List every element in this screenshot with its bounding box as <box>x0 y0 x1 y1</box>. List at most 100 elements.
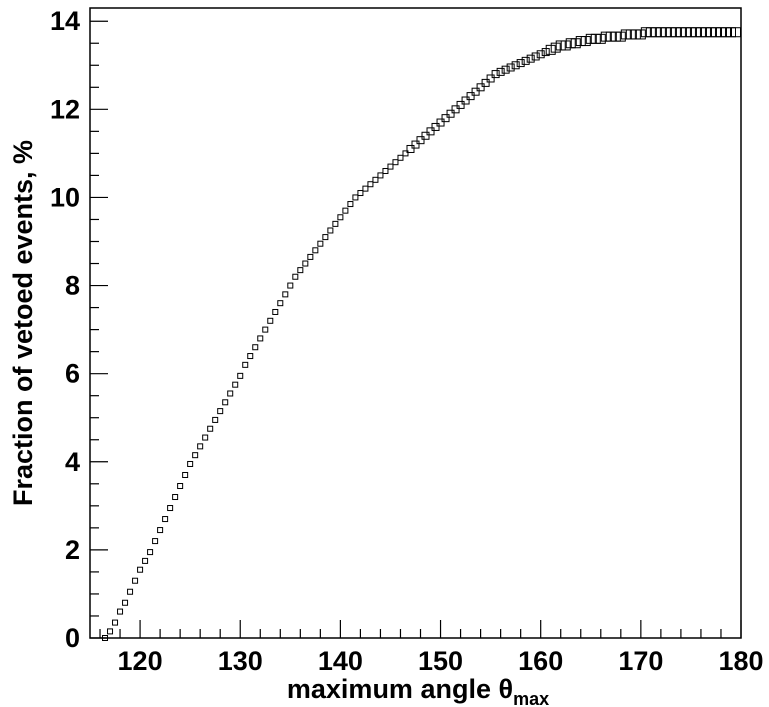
data-point <box>541 48 550 57</box>
data-point <box>705 27 716 38</box>
data-point <box>347 201 354 208</box>
data-point <box>297 267 304 274</box>
data-point <box>342 207 349 214</box>
data-point <box>461 96 470 105</box>
data-point <box>496 67 505 76</box>
y-tick-label: 6 <box>65 359 80 389</box>
data-point <box>600 31 611 42</box>
data-point <box>431 122 440 131</box>
data-point <box>402 150 409 157</box>
data-point <box>610 31 621 42</box>
y-tick-label: 0 <box>65 623 80 653</box>
data-point <box>397 154 404 161</box>
data-point <box>222 399 229 406</box>
data-point <box>590 33 601 44</box>
data-point <box>362 185 369 192</box>
data-point <box>112 619 119 626</box>
data-point <box>132 577 139 584</box>
data-point <box>217 408 224 415</box>
x-tick-label: 150 <box>418 646 463 676</box>
data-point <box>377 172 384 179</box>
data-point <box>232 381 239 388</box>
data-point <box>491 70 500 79</box>
data-point <box>277 300 284 307</box>
data-point <box>486 74 495 83</box>
data-point <box>635 29 646 40</box>
data-point <box>436 118 445 127</box>
data-point <box>471 87 480 96</box>
data-point <box>202 434 209 441</box>
data-point <box>102 635 109 641</box>
data-point <box>650 27 661 38</box>
data-point <box>152 538 159 545</box>
data-point <box>685 27 696 38</box>
data-point <box>555 40 566 51</box>
data-point <box>107 628 114 635</box>
data-point <box>630 29 641 40</box>
data-point <box>580 36 591 47</box>
data-point <box>725 27 736 38</box>
data-point <box>247 353 254 360</box>
data-point <box>526 54 535 63</box>
data-point <box>387 163 394 170</box>
data-point <box>237 372 244 379</box>
data-point <box>192 452 199 459</box>
data-point <box>307 253 314 260</box>
x-tick-label: 180 <box>718 646 763 676</box>
data-point <box>162 516 169 523</box>
data-point <box>446 109 455 118</box>
data-point <box>322 234 329 241</box>
data-point <box>481 78 490 87</box>
data-point <box>531 52 540 61</box>
data-point <box>227 390 234 397</box>
data-point <box>456 100 465 109</box>
data-point <box>501 65 510 74</box>
data-point <box>147 549 154 556</box>
data-point <box>332 220 339 227</box>
data-point <box>715 27 726 38</box>
data-point <box>441 114 450 123</box>
data-point <box>700 27 711 38</box>
data-point <box>416 136 425 145</box>
data-point <box>521 56 530 65</box>
data-point <box>392 159 399 166</box>
data-point <box>117 608 124 615</box>
data-point <box>312 247 319 254</box>
plot-frame <box>89 7 742 639</box>
data-point <box>476 83 485 92</box>
data-point <box>292 273 299 280</box>
axis-ticks <box>90 20 742 639</box>
data-point <box>620 29 631 40</box>
data-point <box>411 140 420 149</box>
data-point <box>257 335 264 342</box>
data-point <box>545 44 556 55</box>
data-point <box>242 361 249 368</box>
data-point <box>605 31 616 42</box>
data-point <box>690 27 701 38</box>
data-point <box>267 317 274 324</box>
data-point <box>282 291 289 298</box>
data-point <box>302 260 309 267</box>
data-point <box>317 240 324 247</box>
data-point <box>695 27 706 38</box>
data-point <box>187 460 194 467</box>
y-tick-label: 4 <box>65 447 80 477</box>
data-point <box>287 282 294 289</box>
data-point <box>451 105 460 114</box>
data-point <box>406 144 415 153</box>
data-point <box>337 214 344 221</box>
data-point <box>127 588 134 595</box>
data-point <box>421 131 430 140</box>
data-point <box>207 425 214 432</box>
data-point <box>262 326 269 333</box>
data-point <box>570 38 581 49</box>
x-tick-label: 120 <box>118 646 163 676</box>
data-point <box>640 27 651 38</box>
data-point <box>252 344 259 351</box>
data-point <box>516 59 525 68</box>
data-point <box>511 61 520 70</box>
data-point <box>655 27 666 38</box>
tick-labels: 120 130 140 150 160 170 180 0 2 4 6 8 10 12 14 <box>50 6 764 676</box>
data-point <box>536 50 545 59</box>
